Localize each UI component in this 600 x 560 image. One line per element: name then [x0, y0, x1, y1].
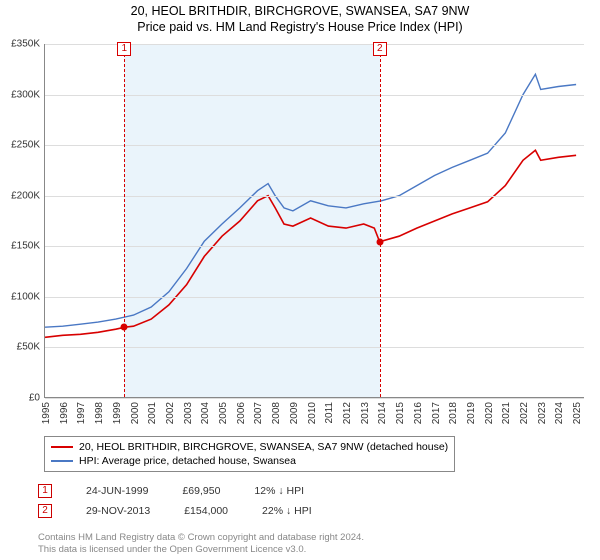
x-tick-label: 2018	[448, 402, 459, 424]
sale-row-1: 1 24-JUN-1999 £69,950 12% ↓ HPI	[38, 484, 312, 498]
y-tick-label: £150K	[0, 241, 40, 252]
y-tick-label: £250K	[0, 140, 40, 151]
sale-marker-line	[124, 44, 125, 397]
sale-delta: 12% ↓ HPI	[254, 485, 304, 497]
footer-attribution: Contains HM Land Registry data © Crown c…	[38, 532, 364, 556]
y-gridline	[45, 196, 584, 197]
x-tick-label: 2011	[324, 402, 335, 424]
x-tick-label: 2019	[466, 402, 477, 424]
x-tick-label: 2017	[431, 402, 442, 424]
y-tick-label: £50K	[0, 342, 40, 353]
x-tick-label: 2013	[360, 402, 371, 424]
sales-table: 1 24-JUN-1999 £69,950 12% ↓ HPI 2 29-NOV…	[38, 484, 312, 524]
x-tick-label: 1996	[59, 402, 70, 424]
x-tick-label: 2008	[271, 402, 282, 424]
sale-price: £154,000	[184, 505, 228, 517]
x-tick-label: 2000	[130, 402, 141, 424]
sale-date: 29-NOV-2013	[86, 505, 150, 517]
footer-line-2: This data is licensed under the Open Gov…	[38, 544, 364, 556]
sale-marker-line	[380, 44, 381, 397]
y-tick-label: £100K	[0, 291, 40, 302]
chart-container: 20, HEOL BRITHDIR, BIRCHGROVE, SWANSEA, …	[0, 0, 600, 560]
x-tick-label: 2025	[572, 402, 583, 424]
y-tick-label: £200K	[0, 190, 40, 201]
x-tick-label: 2009	[289, 402, 300, 424]
x-tick-label: 2022	[519, 402, 530, 424]
x-tick-label: 1999	[112, 402, 123, 424]
sale-date: 24-JUN-1999	[86, 485, 148, 497]
chart-title-address: 20, HEOL BRITHDIR, BIRCHGROVE, SWANSEA, …	[0, 4, 600, 18]
x-tick-label: 1995	[41, 402, 52, 424]
x-tick-label: 2001	[147, 402, 158, 424]
x-tick-label: 2002	[165, 402, 176, 424]
y-gridline	[45, 95, 584, 96]
legend-item-price-paid: 20, HEOL BRITHDIR, BIRCHGROVE, SWANSEA, …	[51, 440, 448, 454]
legend-item-hpi: HPI: Average price, detached house, Swan…	[51, 454, 448, 468]
title-block: 20, HEOL BRITHDIR, BIRCHGROVE, SWANSEA, …	[0, 0, 600, 36]
y-tick-label: £300K	[0, 89, 40, 100]
x-tick-label: 1998	[94, 402, 105, 424]
x-tick-label: 2003	[183, 402, 194, 424]
y-tick-label: £350K	[0, 39, 40, 50]
x-tick-label: 2014	[377, 402, 388, 424]
legend-label: 20, HEOL BRITHDIR, BIRCHGROVE, SWANSEA, …	[79, 441, 448, 453]
y-gridline	[45, 347, 584, 348]
line-series-svg	[45, 44, 585, 398]
sale-marker-box: 1	[117, 42, 131, 56]
y-gridline	[45, 145, 584, 146]
sale-delta: 22% ↓ HPI	[262, 505, 312, 517]
y-gridline	[45, 398, 584, 399]
x-tick-label: 2024	[554, 402, 565, 424]
y-gridline	[45, 297, 584, 298]
legend-box: 20, HEOL BRITHDIR, BIRCHGROVE, SWANSEA, …	[44, 436, 455, 472]
x-tick-label: 2006	[236, 402, 247, 424]
sale-marker-dot	[121, 324, 128, 331]
x-tick-label: 2021	[501, 402, 512, 424]
y-tick-label: £0	[0, 393, 40, 404]
x-tick-label: 2004	[200, 402, 211, 424]
x-tick-label: 1997	[76, 402, 87, 424]
x-tick-label: 2016	[413, 402, 424, 424]
x-tick-label: 2020	[484, 402, 495, 424]
legend-label: HPI: Average price, detached house, Swan…	[79, 455, 296, 467]
sale-marker-1-icon: 1	[38, 484, 52, 498]
plot-area: 12	[44, 44, 584, 398]
x-tick-label: 2007	[253, 402, 264, 424]
sale-marker-dot	[376, 239, 383, 246]
sale-price: £69,950	[182, 485, 220, 497]
x-tick-label: 2012	[342, 402, 353, 424]
legend-swatch-blue	[51, 460, 73, 462]
x-tick-label: 2010	[307, 402, 318, 424]
sale-marker-2-icon: 2	[38, 504, 52, 518]
sale-marker-box: 2	[373, 42, 387, 56]
x-tick-label: 2005	[218, 402, 229, 424]
y-gridline	[45, 246, 584, 247]
legend-swatch-red	[51, 446, 73, 448]
sale-row-2: 2 29-NOV-2013 £154,000 22% ↓ HPI	[38, 504, 312, 518]
footer-line-1: Contains HM Land Registry data © Crown c…	[38, 532, 364, 544]
x-tick-label: 2023	[537, 402, 548, 424]
x-tick-label: 2015	[395, 402, 406, 424]
chart-title-sub: Price paid vs. HM Land Registry's House …	[0, 20, 600, 34]
